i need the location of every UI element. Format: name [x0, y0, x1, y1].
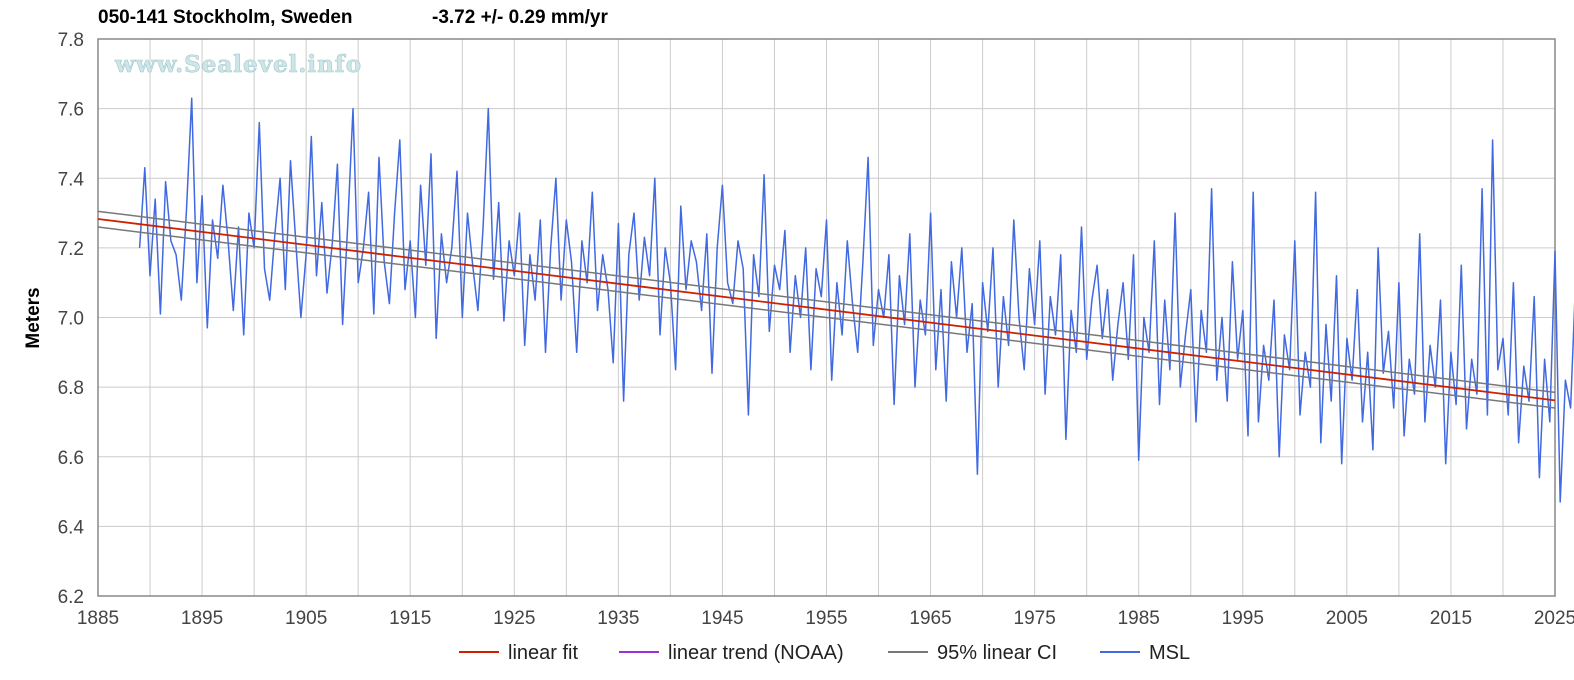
y-tick-label: 7.0: [58, 309, 84, 330]
x-tick-label: 1955: [805, 608, 847, 629]
y-tick-label: 7.6: [58, 100, 84, 121]
y-axis-label: Meters: [23, 287, 44, 348]
x-tick-label: 1905: [285, 608, 327, 629]
series-line-msl: [138, 97, 1574, 503]
series-line-95-linear-ci-upper: [97, 210, 1556, 394]
x-tick-label: 1925: [493, 608, 535, 629]
y-tick-label: 6.6: [58, 448, 84, 469]
legend-label-linear-trend-noaa-: linear trend (NOAA): [668, 642, 844, 664]
x-tick-label: 1935: [597, 608, 639, 629]
x-tick-label: 2025: [1534, 608, 1574, 629]
x-tick-label: 1915: [389, 608, 431, 629]
y-tick-label: 6.8: [58, 378, 84, 399]
y-tick-label: 7.2: [58, 239, 84, 260]
y-tick-label: 6.4: [58, 517, 85, 538]
x-tick-label: 1895: [181, 608, 223, 629]
legend-label-95-linear-ci: 95% linear CI: [937, 642, 1057, 664]
series-layer: [97, 97, 1574, 503]
legend: linear fit linear trend (NOAA) 95% linear …: [459, 642, 1190, 664]
x-tick-label: 1985: [1118, 608, 1160, 629]
trend-rate-label: -3.72 +/- 0.29 mm/yr: [432, 7, 608, 28]
x-tick-label: 1965: [909, 608, 951, 629]
x-tick-label: 1945: [701, 608, 743, 629]
watermark-text: www.Sealevel.info: [114, 51, 362, 78]
x-tick-label: 1975: [1014, 608, 1056, 629]
y-tick-label: 7.4: [58, 169, 85, 190]
x-axis-ticks: 1885 1895 1905 1915 1925 1935 1945 1955 1965 1975…: [77, 608, 1574, 629]
y-tick-label: 6.2: [58, 587, 84, 608]
series-line-95-linear-ci-lower: [97, 226, 1556, 409]
plot-area-border: [97, 38, 1556, 597]
x-tick-label: 1885: [77, 608, 119, 629]
series-line-linear-fit: [97, 218, 1556, 402]
legend-label-msl: MSL: [1149, 642, 1190, 664]
legend-label-linear-fit: linear fit: [508, 642, 578, 664]
y-axis-ticks: 6.2 6.4 6.6 6.8 7.0 7.2 7.4 7.6 7.8: [58, 30, 85, 608]
x-tick-label: 2005: [1326, 608, 1368, 629]
chart-title: 050-141 Stockholm, Sweden: [98, 7, 353, 28]
plot-border-layer: [97, 38, 1556, 597]
x-tick-label: 2015: [1430, 608, 1472, 629]
x-tick-label: 1995: [1222, 608, 1264, 629]
y-tick-label: 7.8: [58, 30, 84, 51]
